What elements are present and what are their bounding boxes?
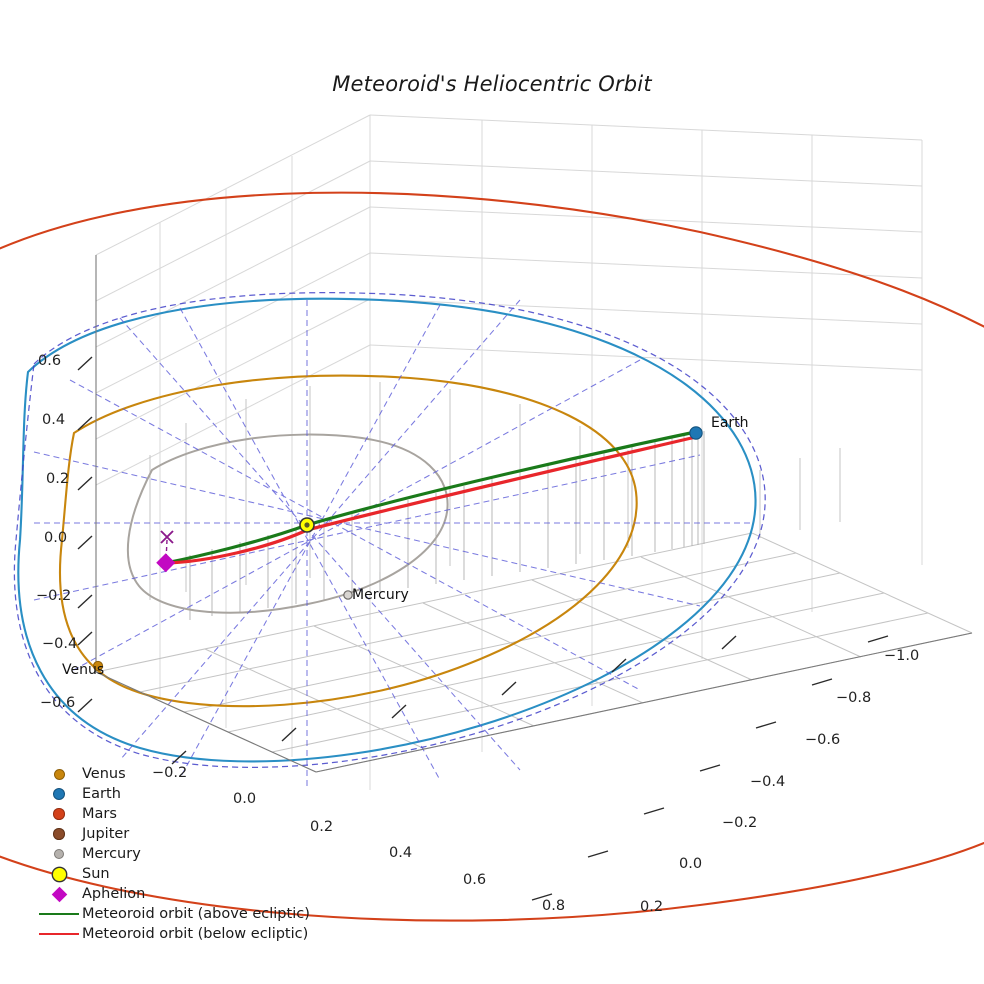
venus-dot-icon [36, 769, 82, 779]
legend-label-aphelion: Aphelion [82, 886, 146, 902]
series-mars-orbit [0, 191, 984, 922]
label-mercury: Mercury [352, 587, 409, 603]
legend-item-meteoroid-below: Meteoroid orbit (below ecliptic) [36, 924, 310, 944]
aphelion-marker-group [156, 530, 176, 573]
legend-label-earth: Earth [82, 786, 121, 802]
tick-left-2: 0.2 [46, 471, 70, 487]
meteoroid-stem-lines [189, 431, 705, 620]
orbit-stem-lines-outer [149, 382, 841, 600]
jupiter-dot-icon [36, 829, 82, 839]
series-meteoroid-above-ecliptic [164, 429, 702, 565]
tick-bottom-1: 0.0 [233, 791, 257, 807]
label-venus: Venus [62, 662, 105, 678]
tick-left-3: 0.0 [44, 530, 68, 546]
legend-item-meteoroid-above: Meteoroid orbit (above ecliptic) [36, 904, 310, 924]
mercury-marker [343, 590, 353, 600]
legend-label-mercury: Mercury [82, 846, 141, 862]
radial-reference-lines [33, 299, 754, 790]
series-mercury-orbit [126, 433, 449, 614]
legend-item-jupiter: Jupiter [36, 824, 310, 844]
mars-dot-icon [36, 809, 82, 819]
series-earth-orbit [13, 292, 766, 768]
axis-ticks [77, 356, 889, 901]
legend-label-meteoroid-below: Meteoroid orbit (below ecliptic) [82, 926, 309, 942]
tick-left-1: 0.4 [42, 412, 66, 428]
tick-left-5: −0.4 [42, 636, 78, 652]
tick-right-4: −0.2 [722, 815, 758, 831]
tick-right-6: 0.2 [640, 899, 664, 915]
tick-bottom-5: 0.8 [542, 898, 566, 914]
tick-right-3: −0.4 [750, 774, 786, 790]
tick-right-2: −0.6 [805, 732, 841, 748]
legend-item-earth: Earth [36, 784, 310, 804]
sun-core-dot [304, 522, 310, 528]
green-line-icon [36, 913, 82, 915]
legend-label-meteoroid-above: Meteoroid orbit (above ecliptic) [82, 906, 310, 922]
sun-dot-icon [36, 867, 82, 881]
label-earth: Earth [711, 415, 749, 431]
legend-item-mars: Mars [36, 804, 310, 824]
floor-gridlines [95, 532, 973, 773]
tick-bottom-2: 0.2 [310, 819, 334, 835]
legend-label-jupiter: Jupiter [82, 826, 130, 842]
tick-bottom-0: −0.2 [152, 765, 188, 781]
tick-right-0: −1.0 [884, 648, 920, 664]
tick-right-1: −0.8 [836, 690, 872, 706]
mercury-dot-icon [36, 849, 82, 859]
red-line-icon [36, 933, 82, 935]
tick-bottom-3: 0.4 [389, 845, 413, 861]
earth-dot-icon [36, 789, 82, 799]
legend-item-sun: Sun [36, 864, 310, 884]
legend-label-sun: Sun [82, 866, 110, 882]
axis-spines [95, 255, 973, 773]
tick-left-0: 0.6 [38, 353, 62, 369]
tick-bottom-4: 0.6 [463, 872, 487, 888]
earth-marker [689, 426, 703, 440]
tick-left-6: −0.6 [40, 695, 76, 711]
pane-gridlines [95, 114, 923, 790]
venus-marker [92, 660, 104, 672]
tick-left-4: −0.2 [36, 588, 72, 604]
legend-label-venus: Venus [82, 766, 126, 782]
series-venus-orbit [58, 374, 638, 708]
legend-item-mercury: Mercury [36, 844, 310, 864]
legend-item-aphelion: Aphelion [36, 884, 310, 904]
legend-label-mars: Mars [82, 806, 117, 822]
legend-item-venus: Venus [36, 764, 310, 784]
aphelion-diamond-icon [36, 886, 82, 902]
tick-right-5: 0.0 [679, 856, 703, 872]
chart-legend: Venus Earth Mars Jupiter Mercury Su [36, 764, 310, 944]
chart-title: Meteoroid's Heliocentric Orbit [332, 72, 652, 96]
series-meteoroid-below-ecliptic [164, 434, 702, 565]
